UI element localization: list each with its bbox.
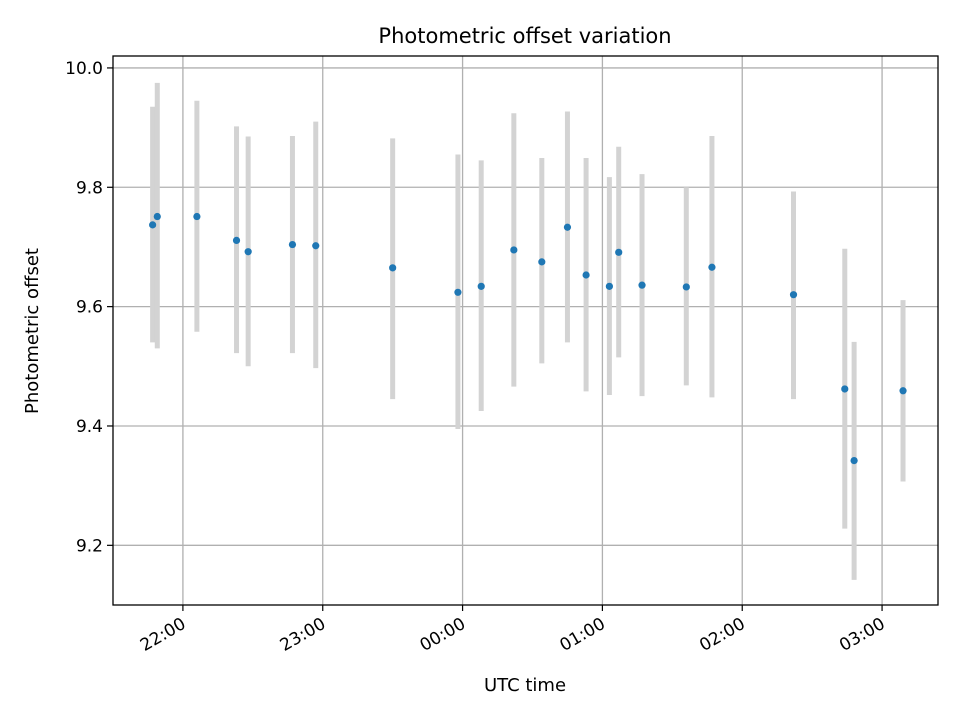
data-point: [682, 283, 690, 291]
plot-frame: [112, 55, 939, 606]
data-point: [850, 456, 858, 465]
data-point: [899, 387, 907, 395]
error-bars: [150, 82, 906, 580]
data-point: [582, 271, 590, 279]
data-point: [615, 248, 623, 256]
data-point: [477, 282, 485, 290]
x-tick-label: 23:00: [277, 614, 329, 656]
chart-title: Photometric offset variation: [378, 24, 671, 48]
y-tick-label: 9.2: [76, 536, 103, 556]
grid: [113, 56, 938, 605]
data-point: [638, 281, 646, 289]
x-tick-label: 22:00: [137, 614, 189, 656]
data-point: [789, 291, 798, 299]
data-points: [149, 212, 907, 465]
data-point: [153, 212, 161, 221]
data-point: [841, 385, 849, 393]
x-tick-label: 00:00: [417, 614, 469, 656]
x-axis-label: UTC time: [484, 675, 566, 696]
data-point: [389, 264, 397, 272]
x-tick-label: 03:00: [836, 614, 888, 656]
y-tick-label: 9.6: [76, 298, 103, 318]
data-point: [288, 240, 297, 249]
data-point: [538, 258, 546, 266]
data-point: [563, 223, 572, 231]
data-point: [193, 212, 201, 221]
data-point: [605, 282, 613, 290]
y-tick-label: 9.8: [76, 178, 103, 198]
x-ticks: 22:00 23:00 00:00 01:00 02:00 03:00: [137, 605, 889, 656]
y-axis-label: Photometric offset: [22, 248, 43, 414]
x-tick-label: 02:00: [696, 614, 748, 656]
y-tick-label: 10.0: [65, 59, 103, 79]
data-point: [149, 221, 157, 229]
y-tick-label: 9.4: [76, 417, 103, 437]
data-point: [454, 288, 462, 296]
data-point: [232, 236, 241, 244]
x-tick-label: 01:00: [556, 614, 608, 656]
data-point: [244, 248, 252, 256]
data-point: [510, 246, 518, 254]
data-point: [708, 263, 716, 271]
y-ticks: 9.2 9.4 9.6 9.8 10.0: [65, 59, 113, 556]
data-point: [312, 242, 320, 250]
